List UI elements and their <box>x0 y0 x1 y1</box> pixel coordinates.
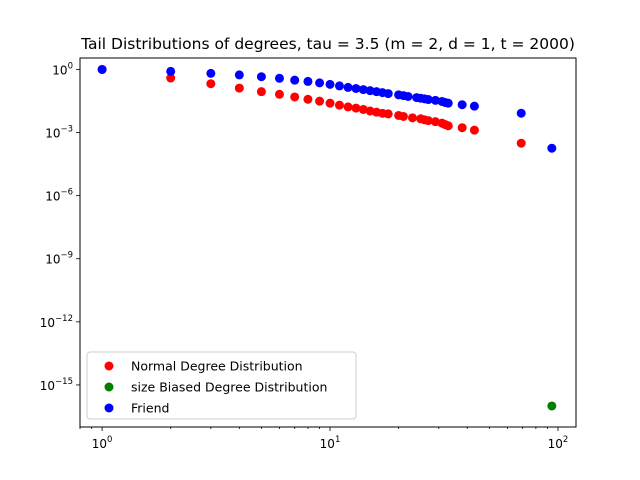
x-tick-label: 100 <box>92 435 113 451</box>
y-tick-base: 10 <box>40 379 55 393</box>
point-series-2-12 <box>351 83 361 93</box>
point-series-0-12 <box>351 103 361 113</box>
point-series-2-5 <box>274 73 284 83</box>
point-series-2-2 <box>206 68 216 78</box>
point-series-0-10 <box>334 100 344 110</box>
point-series-2-3 <box>234 70 244 80</box>
data-points <box>97 64 557 411</box>
point-series-2-29 <box>457 100 467 110</box>
y-tick-base: 10 <box>45 190 60 204</box>
point-series-0-27 <box>443 121 453 131</box>
point-series-2-6 <box>290 75 300 85</box>
plot-area-frame <box>79 57 577 428</box>
point-series-2-24 <box>423 95 433 105</box>
legend: Normal Degree Distribution size Biased De… <box>86 351 357 420</box>
point-series-0-20 <box>407 113 417 123</box>
point-series-2-30 <box>469 101 479 111</box>
x-tick-base: 10 <box>320 437 335 451</box>
y-tick-base: 10 <box>45 127 60 141</box>
y-tick-label: 10−12 <box>40 314 73 330</box>
point-series-2-7 <box>303 76 313 86</box>
point-series-2-10 <box>334 81 344 91</box>
point-series-2-11 <box>343 82 353 92</box>
x-tick-label: 102 <box>548 435 569 451</box>
legend-marker-0 <box>104 361 114 371</box>
y-tick-label: 10−3 <box>45 125 73 141</box>
legend-label-1: size Biased Degree Distribution <box>131 380 327 395</box>
point-series-0-17 <box>383 109 393 119</box>
point-series-0-6 <box>290 92 300 102</box>
point-series-2-31 <box>516 108 526 118</box>
point-series-2-13 <box>358 85 368 95</box>
point-series-0-4 <box>256 87 266 97</box>
legend-box <box>86 351 357 420</box>
point-series-0-7 <box>303 94 313 104</box>
point-series-2-28 <box>443 98 453 108</box>
point-series-2-32 <box>547 143 557 153</box>
x-tick-label: 101 <box>320 435 341 451</box>
x-tick-exponent: 1 <box>335 435 340 445</box>
point-series-2-9 <box>325 79 335 89</box>
point-series-0-28 <box>457 123 467 133</box>
chart-title: Tail Distributions of degrees, tau = 3.5… <box>80 35 575 53</box>
x-tick-base: 10 <box>548 437 563 451</box>
y-tick-label: 100 <box>52 61 73 77</box>
y-tick-label: 10−6 <box>45 188 73 204</box>
y-tick-exponent: −15 <box>55 377 73 387</box>
point-series-0-30 <box>516 138 526 148</box>
point-series-0-2 <box>206 79 216 89</box>
point-series-2-4 <box>256 72 266 82</box>
point-series-0-29 <box>469 125 479 135</box>
point-series-1-0 <box>547 401 557 411</box>
y-tick-exponent: 0 <box>68 61 73 71</box>
point-series-0-13 <box>358 104 368 114</box>
legend-marker-2 <box>104 403 114 413</box>
point-series-2-0 <box>97 64 107 74</box>
point-series-2-20 <box>403 91 413 101</box>
y-tick-base: 10 <box>40 316 55 330</box>
point-series-2-1 <box>166 66 176 76</box>
point-series-0-9 <box>325 98 335 108</box>
x-tick-exponent: 2 <box>563 435 568 445</box>
y-tick-exponent: −3 <box>60 125 73 135</box>
x-tick-base: 10 <box>92 437 107 451</box>
legend-label-0: Normal Degree Distribution <box>131 359 303 374</box>
point-series-2-17 <box>383 89 393 99</box>
point-series-0-5 <box>274 89 284 99</box>
point-series-0-1 <box>166 73 176 83</box>
x-axis: 100 101 102 <box>79 427 569 451</box>
legend-marker-1 <box>104 382 114 392</box>
y-tick-base: 10 <box>45 253 60 267</box>
point-series-2-8 <box>315 78 325 88</box>
y-tick-base: 10 <box>52 63 67 77</box>
point-series-0-23 <box>423 116 433 126</box>
point-series-0-3 <box>234 83 244 93</box>
point-series-0-11 <box>343 102 353 112</box>
y-tick-label: 10−9 <box>45 251 73 267</box>
x-tick-exponent: 0 <box>107 435 112 445</box>
y-tick-exponent: −6 <box>60 188 73 198</box>
point-series-0-19 <box>398 111 408 121</box>
y-tick-label: 10−15 <box>40 377 73 393</box>
legend-label-2: Friend <box>131 401 169 416</box>
y-tick-exponent: −12 <box>55 314 73 324</box>
point-series-0-8 <box>315 96 325 106</box>
y-tick-exponent: −9 <box>60 251 73 261</box>
